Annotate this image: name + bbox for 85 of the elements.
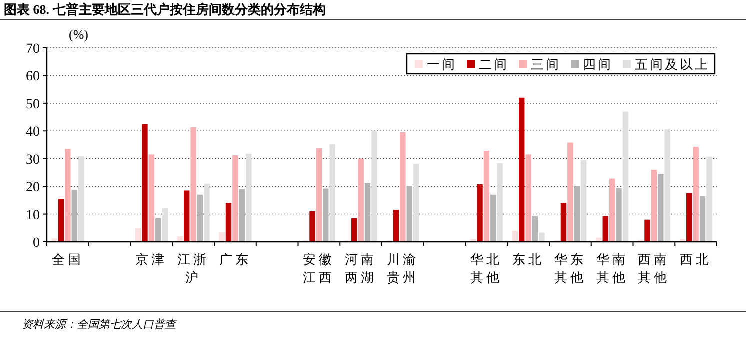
bar bbox=[162, 208, 168, 242]
legend-label: 四间 bbox=[583, 57, 613, 72]
y-tick-label: 70 bbox=[26, 42, 40, 57]
bar bbox=[184, 190, 190, 242]
bar bbox=[197, 194, 204, 242]
bar bbox=[532, 216, 538, 242]
bar bbox=[693, 146, 699, 242]
bar bbox=[72, 190, 78, 242]
bar bbox=[52, 238, 58, 242]
legend-label: 二间 bbox=[479, 57, 509, 72]
bar bbox=[372, 131, 378, 242]
bar bbox=[580, 160, 587, 242]
y-tick-label: 30 bbox=[26, 152, 40, 168]
bar bbox=[323, 188, 329, 242]
x-tick-label: 安徽江西 bbox=[303, 252, 336, 285]
bar bbox=[232, 156, 238, 242]
bar bbox=[148, 154, 155, 242]
x-tick-label: 广东 bbox=[219, 252, 252, 267]
bar bbox=[706, 156, 712, 242]
x-tick-label: 河南两湖 bbox=[345, 252, 378, 285]
x-tick-label: 东北 bbox=[512, 252, 545, 267]
bar bbox=[526, 154, 532, 242]
bar bbox=[700, 196, 706, 242]
bar bbox=[609, 178, 616, 242]
y-tick-label: 50 bbox=[26, 97, 40, 112]
bar bbox=[490, 194, 496, 242]
legend-label: 一间 bbox=[427, 57, 457, 72]
bar bbox=[519, 98, 525, 242]
bar bbox=[190, 128, 196, 242]
bar bbox=[352, 218, 358, 242]
x-tick-label: 西南其他 bbox=[638, 252, 670, 285]
y-tick-label: 60 bbox=[26, 70, 40, 85]
bar bbox=[686, 194, 692, 242]
bar bbox=[393, 210, 400, 242]
x-tick-label: 全国 bbox=[52, 252, 84, 267]
x-tick-label: 江浙沪 bbox=[178, 252, 210, 285]
chart-title: 图表 68. 七普主要地区三代户按住房间数分类的分布结构 bbox=[4, 2, 326, 17]
bar bbox=[58, 199, 64, 242]
y-axis-title: (%) bbox=[69, 27, 88, 42]
bar bbox=[358, 158, 364, 242]
bar bbox=[664, 129, 670, 242]
bar bbox=[406, 186, 412, 242]
bar bbox=[477, 184, 483, 242]
bar bbox=[616, 188, 622, 242]
y-tick-label: 20 bbox=[26, 180, 40, 196]
bar bbox=[135, 228, 142, 242]
bar bbox=[497, 164, 503, 242]
text: 资料来源：全国第七次人口普查 bbox=[22, 318, 178, 331]
bar bbox=[364, 183, 371, 242]
bar bbox=[246, 154, 252, 242]
bar bbox=[512, 230, 518, 242]
bar bbox=[560, 203, 567, 242]
y-tick-label: 10 bbox=[26, 208, 40, 224]
x-tick-label: 西北 bbox=[680, 252, 712, 267]
bar bbox=[204, 184, 210, 242]
bar bbox=[574, 186, 580, 242]
x-tick-label: 华南其他 bbox=[596, 252, 628, 285]
bar bbox=[400, 132, 406, 242]
bar bbox=[644, 220, 650, 242]
bar bbox=[156, 218, 162, 242]
bar bbox=[622, 112, 629, 242]
bar bbox=[142, 124, 148, 242]
bar bbox=[651, 170, 658, 242]
bar bbox=[316, 148, 322, 242]
x-tick-label: 京津 bbox=[136, 252, 168, 267]
bar bbox=[310, 212, 316, 242]
legend-label: 三间 bbox=[531, 57, 561, 72]
x-tick-label: 华北其他 bbox=[470, 252, 503, 285]
legend-label: 五间及以上 bbox=[635, 57, 710, 72]
y-tick-label: 0 bbox=[33, 236, 40, 251]
bar bbox=[568, 142, 574, 242]
y-tick-label: 40 bbox=[26, 125, 40, 140]
bar bbox=[658, 174, 664, 242]
bar bbox=[239, 189, 245, 242]
bar bbox=[65, 149, 71, 242]
bar bbox=[78, 156, 84, 242]
bar bbox=[539, 232, 545, 242]
bar bbox=[602, 216, 608, 242]
bar bbox=[219, 232, 225, 242]
bar bbox=[413, 164, 420, 242]
bar bbox=[226, 203, 232, 242]
bar bbox=[484, 151, 490, 242]
bar bbox=[330, 144, 336, 242]
x-tick-label: 华东其他 bbox=[554, 252, 586, 285]
x-tick-label: 川渝贵州 bbox=[386, 252, 419, 285]
